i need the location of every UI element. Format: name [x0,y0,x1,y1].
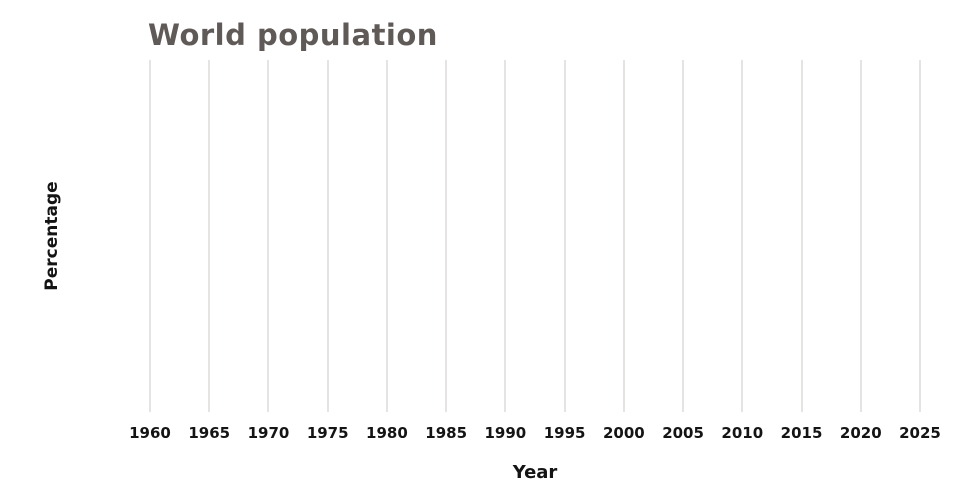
x-tick-label: 1970 [247,424,290,442]
plot-area [149,60,921,412]
vertical-gridline [327,60,329,412]
x-tick-label: 1965 [188,424,231,442]
vertical-gridline [149,60,151,412]
vertical-gridline [445,60,447,412]
vertical-gridline [919,60,921,412]
x-tick-label: 1960 [129,424,171,442]
chart-title: World population [148,18,438,52]
vertical-gridline [623,60,625,412]
vertical-gridline [267,60,269,412]
y-axis-title: Percentage [42,181,62,291]
x-tick-label: 2015 [780,424,823,442]
x-tick-label: 1980 [366,424,408,442]
x-tick-label: 2025 [899,424,941,442]
x-axis-tick-labels: 1960 1965 1970 1975 1980 1985 1990 1995 2000 2005… [129,424,941,444]
x-axis-title: Year [512,462,558,483]
vertical-gridline [208,60,210,412]
vertical-gridline [564,60,566,412]
x-tick-label: 1975 [306,424,349,442]
vertical-gridline [504,60,506,412]
x-tick-label: 1985 [425,424,468,442]
x-tick-label: 2000 [602,424,645,442]
vertical-gridline [860,60,862,412]
x-tick-label: 2010 [721,424,764,442]
vertical-gridline [386,60,388,412]
x-tick-label: 1990 [484,424,527,442]
x-tick-label: 1995 [543,424,586,442]
vertical-gridline [682,60,684,412]
vertical-gridline [801,60,803,412]
x-tick-label: 2005 [662,424,704,442]
vertical-gridline [741,60,743,412]
x-tick-label: 2020 [839,424,882,442]
